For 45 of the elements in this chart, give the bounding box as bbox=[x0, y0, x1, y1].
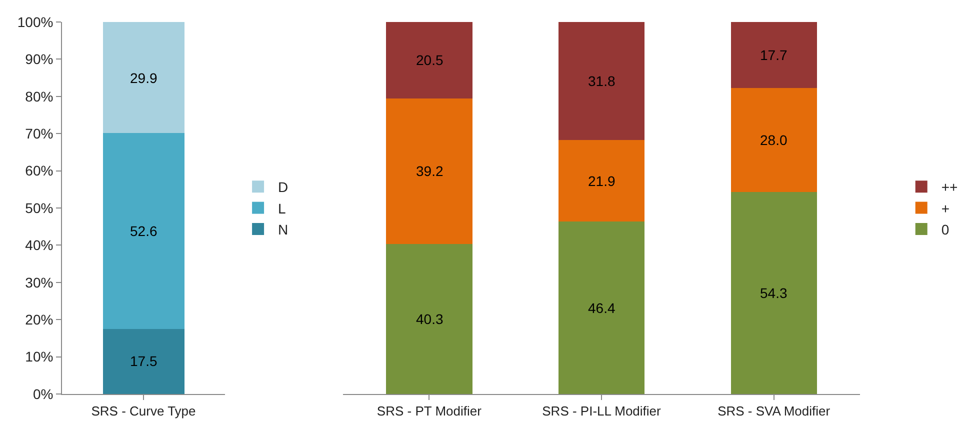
bar bbox=[730, 192, 817, 394]
x-tick-label: SRS - PI-LL Modifier bbox=[542, 404, 662, 419]
y-tick-label: 0% bbox=[32, 386, 54, 402]
y-tick-label: 30% bbox=[25, 274, 54, 290]
y-tick-label: 20% bbox=[25, 312, 54, 328]
legend-label: L bbox=[278, 200, 286, 216]
bar bbox=[102, 133, 184, 329]
data-label: 20.5 bbox=[416, 52, 444, 68]
data-label: 54.3 bbox=[760, 285, 788, 301]
data-label: 46.4 bbox=[588, 300, 616, 316]
y-tick-label: 80% bbox=[25, 88, 54, 104]
data-label: 31.8 bbox=[588, 73, 616, 89]
legend-label: + bbox=[941, 200, 950, 216]
y-tick-label: 60% bbox=[25, 162, 54, 179]
y-tick-label: 40% bbox=[25, 237, 54, 254]
legend-label: ++ bbox=[941, 179, 958, 196]
data-label: 29.9 bbox=[130, 70, 158, 86]
bar bbox=[558, 140, 645, 222]
data-label: 28.0 bbox=[760, 132, 788, 148]
data-label: 39.2 bbox=[416, 163, 444, 179]
y-tick-label: 70% bbox=[25, 126, 54, 142]
bar bbox=[558, 221, 645, 394]
data-label: 52.6 bbox=[130, 223, 158, 239]
x-tick-label: SRS - Curve Type bbox=[91, 404, 196, 419]
bar bbox=[730, 22, 817, 88]
x-tick-label: SRS - SVA Modifier bbox=[718, 404, 831, 419]
bar bbox=[386, 22, 472, 98]
y-tick-label: 50% bbox=[25, 200, 54, 216]
bar bbox=[558, 22, 645, 140]
data-label: 40.3 bbox=[416, 311, 444, 327]
data-label: 21.9 bbox=[588, 173, 616, 189]
legend-label: 0 bbox=[941, 221, 950, 238]
y-tick-label: 100% bbox=[17, 14, 54, 30]
bar bbox=[386, 98, 472, 244]
legend-label: D bbox=[278, 179, 288, 196]
bar bbox=[730, 88, 817, 192]
bar bbox=[386, 244, 472, 394]
legend-label: N bbox=[278, 221, 288, 238]
y-tick-label: 10% bbox=[25, 348, 54, 365]
bar bbox=[102, 328, 184, 394]
data-label: 17.5 bbox=[130, 353, 158, 369]
x-tick-label: SRS - PT Modifier bbox=[376, 404, 482, 419]
bar bbox=[102, 22, 184, 134]
data-label: 17.7 bbox=[760, 47, 788, 63]
y-tick-label: 90% bbox=[25, 51, 54, 68]
